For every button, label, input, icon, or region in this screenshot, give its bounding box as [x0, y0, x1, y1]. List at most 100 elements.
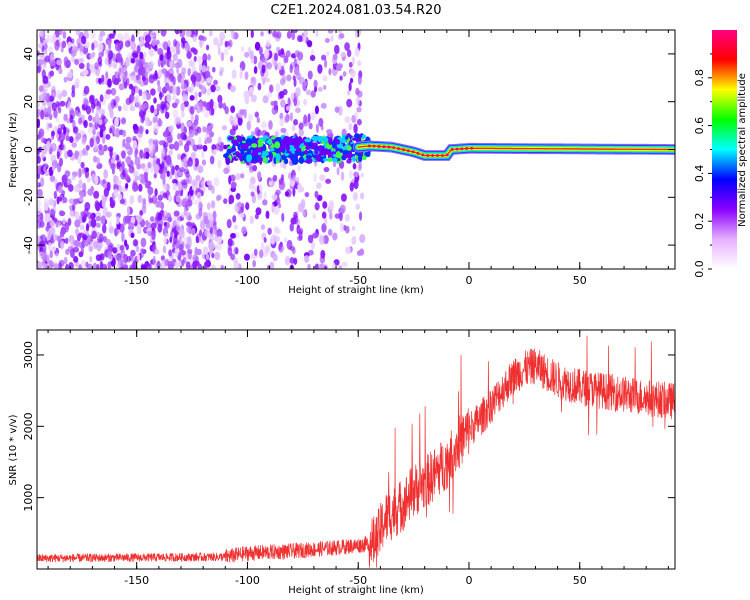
spectrogram-noise-blob	[162, 131, 169, 138]
spectrogram-noise-blob	[328, 68, 332, 76]
spectrogram-noise-blob	[216, 228, 223, 238]
spectrogram-noise-blob	[133, 140, 138, 149]
spectrogram-noise-blob	[210, 200, 216, 209]
spectrogram-noise-blob	[195, 101, 201, 109]
spectrogram-noise-blob	[229, 55, 234, 63]
spectrogram-noise-blob	[78, 167, 82, 178]
spectrogram-noise-blob	[199, 100, 204, 111]
spectrogram-noise-blob	[98, 109, 105, 116]
spectrogram-noise-blob	[200, 180, 205, 187]
spectrogram-noise-blob	[237, 201, 242, 208]
spectrogram-noise-blob	[281, 212, 285, 223]
spectrogram-noise-blob	[303, 80, 308, 87]
spectrogram-signal-blob	[294, 151, 301, 157]
spectrogram-signal-blob	[322, 158, 329, 162]
spectrogram-noise-blob	[81, 166, 86, 175]
spectrogram-noise-blob	[70, 55, 75, 63]
spectrogram-noise-blob	[268, 84, 274, 93]
spectrogram-noise-blob	[174, 164, 180, 171]
spectrogram-noise-blob	[209, 123, 214, 129]
spectrogram-noise-blob	[105, 133, 111, 140]
spectrogram-noise-blob	[332, 53, 338, 61]
spectrogram-noise-blob	[138, 183, 143, 192]
spectrogram-noise-blob	[132, 171, 139, 177]
spectrogram-noise-blob	[357, 60, 362, 67]
spectrogram-noise-blob	[74, 240, 81, 248]
spectrogram-noise-blob	[201, 150, 205, 159]
spectrogram-noise-blob	[41, 69, 46, 79]
spectrogram-noise-blob	[235, 173, 241, 181]
spectrogram-noise-blob	[105, 238, 111, 246]
spectrogram-noise-blob	[227, 246, 233, 256]
spectrogram-noise-blob	[319, 174, 326, 182]
spectrogram-noise-blob	[208, 241, 215, 251]
spectrogram-noise-blob	[37, 102, 41, 109]
spectrogram-noise-blob	[271, 203, 275, 214]
spectrogram-noise-blob	[41, 250, 48, 261]
spectrogram-noise-blob	[46, 34, 51, 44]
spectrogram-noise-blob	[277, 50, 282, 57]
spectrogram-noise-blob	[43, 83, 49, 94]
spectrogram-noise-blob	[150, 88, 156, 96]
spectrogram-noise-blob	[55, 252, 60, 258]
snr-x-tick-label: 50	[573, 574, 587, 587]
spectrogram-noise-blob	[262, 251, 269, 257]
spectrogram-noise-blob	[303, 98, 308, 106]
spectrogram-noise-blob	[76, 37, 83, 47]
colorbar-tick-label: 0.6	[693, 117, 706, 135]
spectrogram-noise-blob	[56, 59, 62, 66]
spectrogram-noise-blob	[37, 149, 40, 158]
spectrogram-noise-blob	[60, 46, 64, 53]
spectrogram-noise-blob	[323, 265, 328, 269]
spectrogram-signal-blob	[305, 157, 313, 164]
spectrogram-noise-blob	[75, 30, 81, 36]
spectrogram-noise-blob	[88, 114, 93, 122]
spectrogram-signal-blob	[352, 155, 356, 163]
spectrogram-noise-blob	[109, 108, 114, 119]
spectrogram-noise-blob	[44, 107, 48, 115]
spectrogram-noise-blob	[192, 144, 199, 152]
spectrogram-noise-blob	[172, 109, 179, 120]
spectrogram-noise-blob	[229, 128, 236, 136]
spectrogram-noise-blob	[139, 35, 144, 45]
spectrogram-noise-blob	[204, 70, 211, 78]
spectrogram-noise-blob	[310, 111, 317, 121]
spectrogram-noise-blob	[93, 240, 98, 250]
spectrogram-noise-blob	[37, 206, 42, 216]
spectrogram-noise-blob	[224, 106, 229, 115]
spectrogram-noise-blob	[260, 241, 265, 252]
spectrogram-noise-blob	[317, 64, 323, 74]
spectrogram-noise-blob	[102, 206, 108, 217]
spectrogram-noise-blob	[301, 209, 307, 217]
spectrogram-noise-blob	[94, 175, 99, 186]
spectrogram-noise-blob	[194, 114, 199, 123]
spectrogram-noise-blob	[275, 83, 281, 93]
spectrogram-noise-blob	[349, 77, 354, 84]
colorbar-label: Normalized spectral amplitude	[737, 73, 748, 227]
spectrogram-noise-blob	[173, 140, 180, 151]
spectrogram-noise-blob	[41, 145, 48, 155]
spectrogram-noise-blob	[45, 212, 51, 223]
spectrogram-noise-blob	[168, 249, 173, 257]
spectrogram-noise-blob	[173, 210, 180, 217]
spectrogram-noise-blob	[150, 30, 157, 38]
spectrogram-noise-blob	[59, 240, 65, 250]
spectrogram-noise-blob	[250, 30, 254, 39]
spectrogram-noise-blob	[289, 180, 296, 187]
spectrogram-noise-blob	[43, 201, 49, 211]
spectrogram-noise-blob	[240, 46, 244, 52]
spectrogram-noise-blob	[180, 122, 185, 133]
spectrogram-noise-blob	[175, 240, 180, 249]
snr-x-tick-label: -150	[124, 574, 149, 587]
spectrogram-noise-blob	[110, 162, 116, 171]
spectrogram-noise-blob	[169, 236, 173, 244]
spectrogram-noise-blob	[38, 85, 45, 93]
spectrogram-y-tick-label: -20	[22, 188, 35, 206]
spectrogram-noise-blob	[196, 72, 202, 82]
spectrogram-noise-blob	[60, 139, 64, 148]
spectrogram-noise-blob	[74, 150, 79, 160]
spectrogram-noise-blob	[134, 30, 141, 36]
spectrogram-noise-blob	[152, 116, 156, 124]
spectrogram-noise-blob	[55, 116, 60, 123]
